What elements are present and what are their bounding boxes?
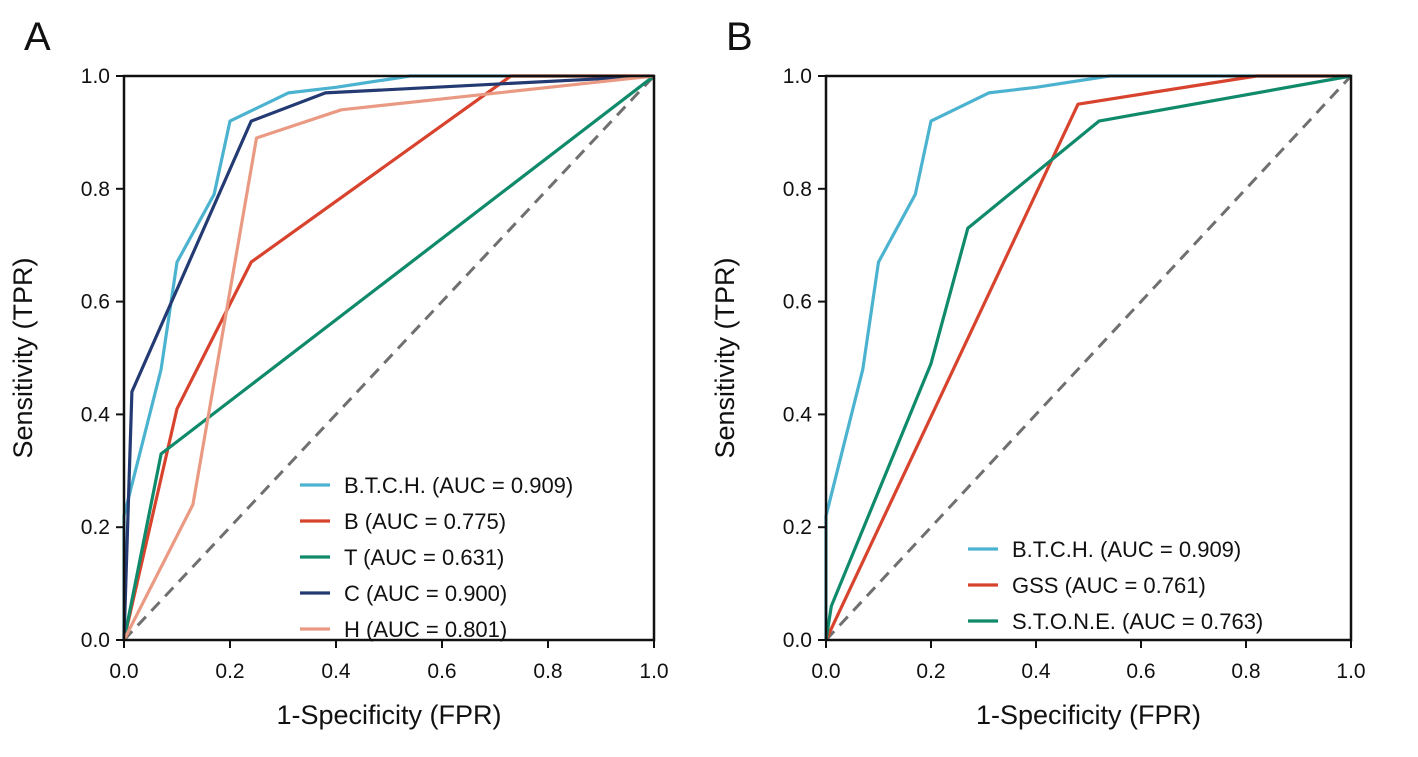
- y-axis-title: Sensitivity (TPR): [710, 257, 740, 458]
- panel-b: B 0.0 0.2 0.4 0.6 0.8 1.0 0.0 0.2 0.4 0.6 0.8 1.0 1-S…: [710, 15, 1366, 730]
- x-axis-title: 1-Specificity (FPR): [976, 700, 1201, 730]
- x-tick-label: 0.8: [533, 660, 562, 683]
- reference-diagonal-line: [824, 74, 1353, 642]
- y-tick-label: 0.2: [783, 516, 812, 539]
- legend-label-1: B (AUC = 0.775): [344, 509, 506, 534]
- y-tick-label: 0.8: [783, 178, 812, 201]
- x-tick-label: 1.0: [639, 660, 668, 683]
- x-tick-label: 0.6: [1126, 660, 1155, 683]
- legend-label-1: GSS (AUC = 0.761): [1012, 573, 1206, 598]
- reference-diagonal-line: [122, 74, 656, 642]
- y-tick-label: 0.8: [81, 178, 110, 201]
- roc-curve-2: [122, 74, 655, 641]
- plot-frame: [824, 74, 1353, 642]
- x-tick-label: 0.8: [1231, 660, 1260, 683]
- y-tick-label: 0.2: [81, 516, 110, 539]
- roc-curve-0: [122, 74, 654, 640]
- y-tick-label: 1.0: [81, 65, 110, 88]
- x-tick-label: 0.4: [1021, 660, 1051, 683]
- x-tick-label: 0.0: [811, 660, 840, 683]
- legend-label-0: B.T.C.H. (AUC = 0.909): [344, 473, 573, 498]
- panel-a: A 0.0 0.2 0.4 0.6 0.8 1.0 0.0 0.2 0.4 0.6 0.8 1.0 1-S…: [8, 15, 669, 730]
- y-tick-label: 0.4: [81, 403, 111, 426]
- legend-label-3: C (AUC = 0.900): [344, 581, 507, 606]
- legend-label-0: B.T.C.H. (AUC = 0.909): [1012, 537, 1241, 562]
- x-tick-label: 0.2: [215, 660, 244, 683]
- y-tick-label: 1.0: [783, 65, 812, 88]
- y-tick-label: 0.0: [783, 629, 812, 652]
- legend-label-2: T (AUC = 0.631): [344, 545, 504, 570]
- x-tick-label: 0.4: [321, 660, 351, 683]
- y-axis-title: Sensitivity (TPR): [8, 257, 38, 458]
- x-axis-title: 1-Specificity (FPR): [276, 700, 501, 730]
- y-tick-label: 0.6: [81, 291, 110, 314]
- x-tick-label: 0.0: [109, 660, 138, 683]
- roc-curve-4: [122, 74, 655, 641]
- roc-curve-3: [122, 74, 655, 641]
- legend-label-4: H (AUC = 0.801): [344, 617, 507, 642]
- panel-letter: B: [726, 15, 753, 59]
- y-tick-label: 0.0: [81, 629, 110, 652]
- y-tick-label: 0.6: [783, 291, 812, 314]
- panel-letter: A: [24, 15, 51, 59]
- roc-curve-2: [824, 74, 1352, 641]
- x-tick-label: 0.6: [427, 660, 456, 683]
- legend-label-2: S.T.O.N.E. (AUC = 0.763): [1012, 609, 1263, 634]
- x-tick-label: 1.0: [1336, 660, 1365, 683]
- y-tick-label: 0.4: [783, 403, 813, 426]
- roc-curve-0: [824, 74, 1351, 640]
- plot-frame: [122, 74, 656, 642]
- x-tick-label: 0.2: [916, 660, 945, 683]
